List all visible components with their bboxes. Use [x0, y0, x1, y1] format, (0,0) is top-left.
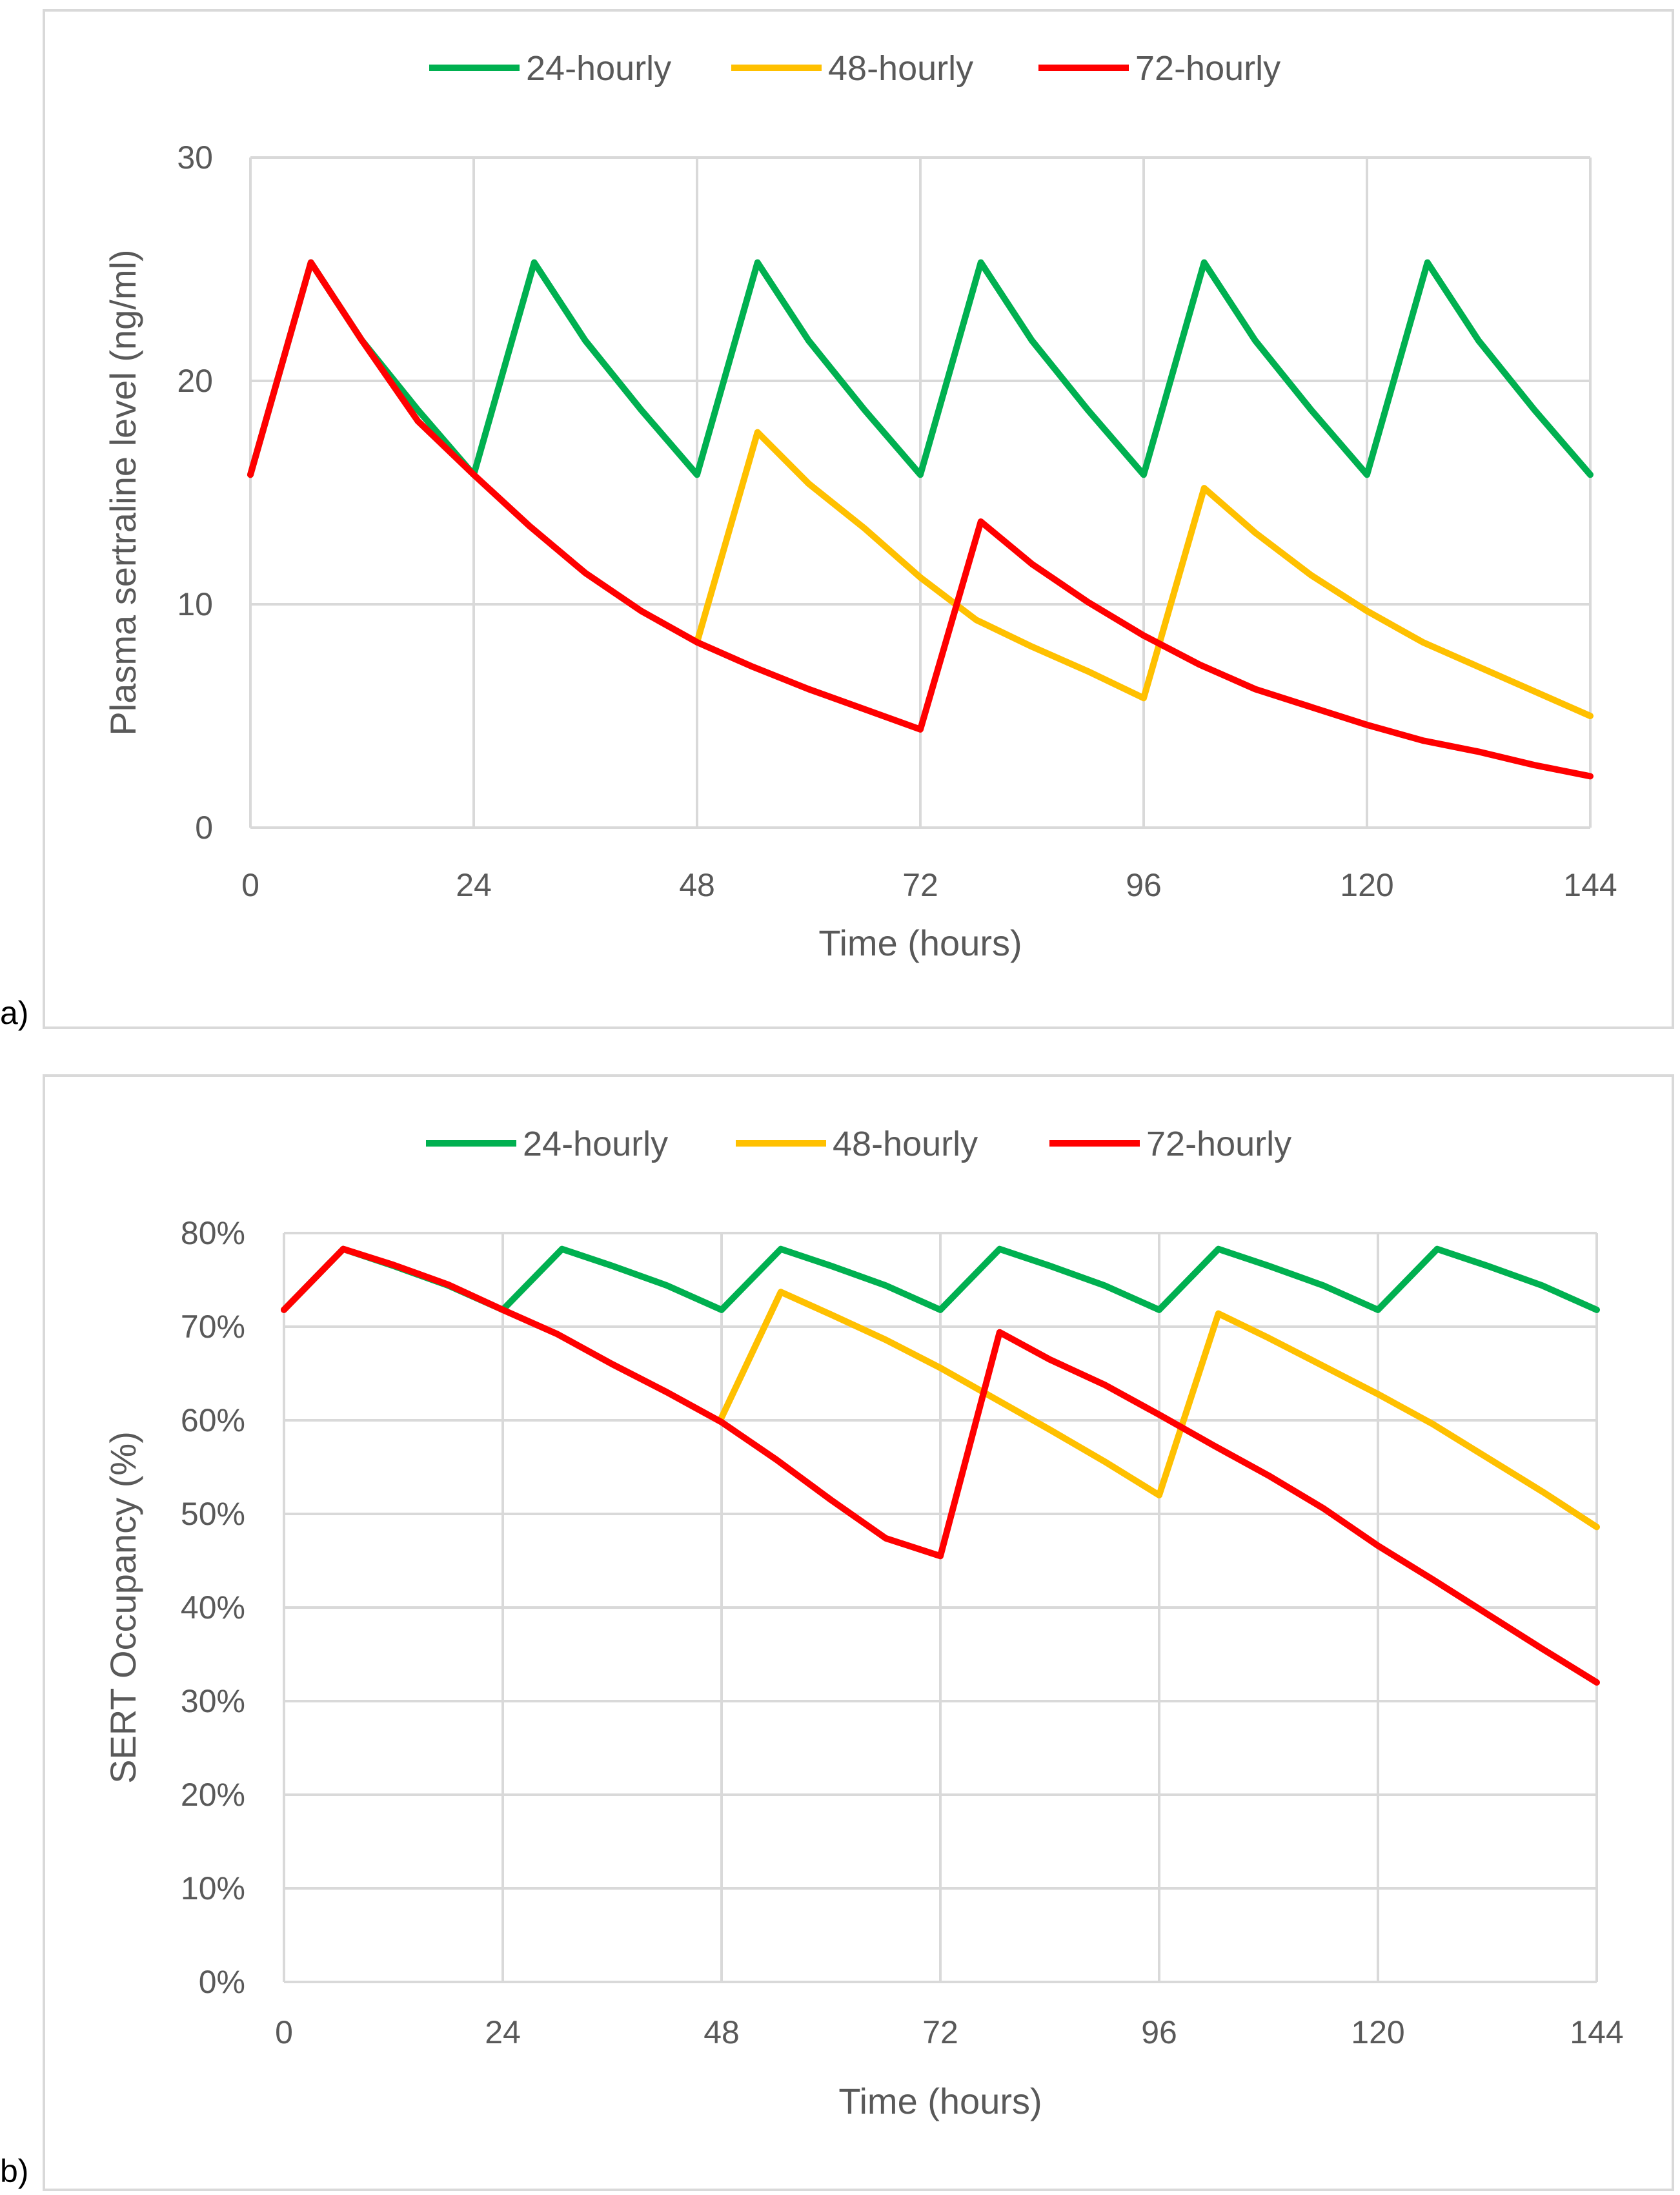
chart-b-xtick-label: 96 [1141, 2014, 1177, 2050]
chart-b-ytick-label: 50% [181, 1496, 245, 1532]
chart-a-legend-label-24-hourly: 24-hourly [526, 49, 671, 88]
chart-b-ytick-label: 0% [199, 1964, 245, 2000]
chart-b-legend-label-48-hourly: 48-hourly [833, 1125, 978, 1163]
chart-b-series-72-hourly-line [281, 1245, 1600, 1686]
chart-a-xtick-label: 120 [1340, 867, 1393, 903]
chart-a-frame [43, 9, 1674, 1029]
chart-b-ytick-label: 60% [181, 1402, 245, 1438]
chart-a-xtick-label: 48 [679, 867, 715, 903]
chart-b-legend-label-24-hourly: 24-hourly [523, 1125, 668, 1163]
chart-a-xtick-label: 0 [241, 867, 259, 903]
chart-b-ytick-label: 20% [181, 1777, 245, 1813]
chart-b-y-axis-title: SERT Occupancy (%) [103, 1431, 143, 1784]
chart-a-series-48-hourly-line [694, 429, 1594, 719]
chart-a-y-axis-title: Plasma sertraline level (ng/ml) [103, 249, 143, 735]
chart-b-xtick-label: 48 [703, 2014, 740, 2050]
chart-a-xtick-label: 96 [1126, 867, 1162, 903]
chart-b-ytick-label: 80% [181, 1215, 245, 1251]
chart-b-ytick-label: 30% [181, 1683, 245, 1719]
chart-b-ytick-label: 10% [181, 1870, 245, 1906]
chart-b-ytick-label: 40% [181, 1589, 245, 1626]
chart-a-xtick-label: 72 [902, 867, 938, 903]
chart-b-xtick-label: 144 [1570, 2014, 1623, 2050]
chart-a-xtick-label: 24 [456, 867, 492, 903]
chart-a-x-axis-title: Time (hours) [818, 923, 1022, 963]
panel-label-a: a) [0, 995, 29, 1031]
chart-a-legend-label-48-hourly: 48-hourly [828, 49, 973, 88]
chart-a-ytick-label: 30 [177, 139, 213, 176]
chart-b-series-48-hourly-line [718, 1289, 1600, 1531]
chart-a-ytick-label: 20 [177, 363, 213, 399]
chart-b-xtick-label: 0 [275, 2014, 293, 2050]
chart-a-ytick-label: 0 [195, 810, 213, 846]
chart-b-frame [43, 1074, 1674, 2191]
chart-a-xtick-label: 144 [1563, 867, 1617, 903]
panel-label-b: b) [0, 2153, 29, 2189]
chart-b-x-axis-title: Time (hours) [838, 2081, 1042, 2121]
chart-b-xtick-label: 120 [1351, 2014, 1404, 2050]
chart-a-legend-label-72-hourly: 72-hourly [1135, 49, 1280, 88]
chart-b-xtick-label: 72 [922, 2014, 958, 2050]
chart-b-xtick-label: 24 [485, 2014, 521, 2050]
chart-a-series-72-hourly-line [247, 259, 1594, 780]
chart-a-ytick-label: 10 [177, 586, 213, 622]
chart-b-ytick-label: 70% [181, 1309, 245, 1345]
chart-a: 0 10 20 30 0 24 48 72 96 120 144 Time (hours) Plasma… [103, 49, 1617, 963]
chart-b-legend-label-72-hourly: 72-hourly [1146, 1125, 1291, 1163]
